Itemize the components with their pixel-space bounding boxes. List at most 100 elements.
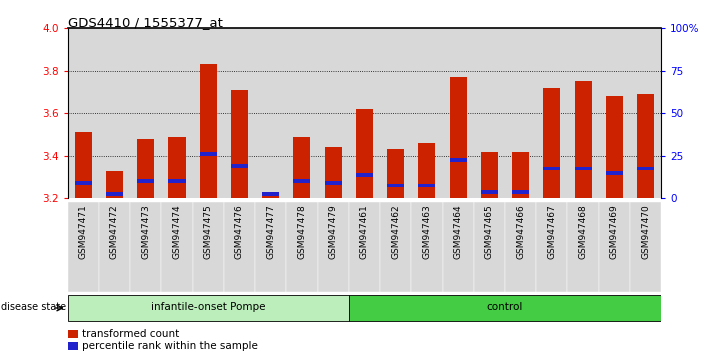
Text: disease state: disease state: [1, 302, 67, 312]
Bar: [262, 192, 279, 196]
Bar: [574, 167, 592, 170]
Bar: [169, 179, 186, 183]
Text: GSM947464: GSM947464: [454, 205, 463, 259]
Bar: [287, 202, 318, 292]
Text: GSM947473: GSM947473: [141, 205, 150, 259]
Bar: [637, 167, 654, 170]
Bar: [567, 28, 599, 198]
Bar: [294, 179, 311, 183]
Bar: [630, 202, 661, 292]
Bar: [99, 202, 130, 292]
Bar: [599, 202, 630, 292]
Bar: [599, 28, 630, 198]
Text: infantile-onset Pompe: infantile-onset Pompe: [151, 302, 265, 313]
Bar: [543, 88, 560, 198]
Bar: [349, 28, 380, 198]
Bar: [193, 202, 224, 292]
Bar: [99, 28, 130, 198]
Text: GSM947461: GSM947461: [360, 205, 369, 259]
Bar: [200, 64, 217, 198]
Bar: [349, 295, 661, 321]
Bar: [474, 28, 505, 198]
Bar: [442, 28, 474, 198]
Text: GSM947471: GSM947471: [79, 205, 87, 259]
Bar: [68, 202, 99, 292]
Bar: [294, 137, 311, 198]
Text: control: control: [487, 302, 523, 313]
Bar: [442, 202, 474, 292]
Bar: [137, 179, 154, 183]
Bar: [193, 28, 224, 198]
Bar: [512, 152, 529, 198]
Bar: [68, 330, 78, 338]
Text: GSM947477: GSM947477: [266, 205, 275, 259]
Bar: [449, 77, 466, 198]
Text: GSM947478: GSM947478: [297, 205, 306, 259]
Text: GSM947466: GSM947466: [516, 205, 525, 259]
Bar: [231, 165, 248, 168]
Bar: [68, 342, 78, 350]
Bar: [318, 28, 349, 198]
Text: GSM947472: GSM947472: [110, 205, 119, 259]
Text: GSM947476: GSM947476: [235, 205, 244, 259]
Text: GSM947463: GSM947463: [422, 205, 432, 259]
Text: GSM947474: GSM947474: [172, 205, 181, 259]
Bar: [418, 143, 435, 198]
Bar: [637, 94, 654, 198]
Bar: [68, 28, 99, 198]
Bar: [356, 173, 373, 177]
Bar: [68, 295, 349, 321]
Bar: [630, 28, 661, 198]
Bar: [137, 139, 154, 198]
Bar: [606, 171, 623, 175]
Bar: [75, 132, 92, 198]
Bar: [474, 202, 505, 292]
Bar: [356, 109, 373, 198]
Bar: [387, 184, 405, 187]
Bar: [505, 28, 536, 198]
Bar: [512, 190, 529, 194]
Bar: [161, 28, 193, 198]
Bar: [481, 152, 498, 198]
Bar: [324, 182, 342, 185]
Bar: [481, 190, 498, 194]
Bar: [543, 167, 560, 170]
Bar: [567, 202, 599, 292]
Bar: [255, 202, 287, 292]
Text: transformed count: transformed count: [82, 329, 180, 339]
Bar: [380, 202, 411, 292]
Bar: [130, 28, 161, 198]
Bar: [449, 158, 466, 162]
Bar: [349, 202, 380, 292]
Text: GSM947479: GSM947479: [328, 205, 338, 259]
Bar: [318, 202, 349, 292]
Bar: [169, 137, 186, 198]
Text: GSM947462: GSM947462: [391, 205, 400, 259]
Text: GSM947467: GSM947467: [547, 205, 557, 259]
Bar: [161, 202, 193, 292]
Bar: [411, 202, 442, 292]
Bar: [106, 171, 123, 198]
Bar: [130, 202, 161, 292]
Bar: [324, 147, 342, 198]
Bar: [255, 28, 287, 198]
Bar: [536, 202, 567, 292]
Bar: [262, 194, 279, 198]
Bar: [536, 28, 567, 198]
Bar: [231, 90, 248, 198]
Bar: [224, 202, 255, 292]
Text: GSM947468: GSM947468: [579, 205, 587, 259]
Bar: [606, 96, 623, 198]
Bar: [505, 202, 536, 292]
Bar: [380, 28, 411, 198]
Bar: [387, 149, 405, 198]
Text: GSM947475: GSM947475: [203, 205, 213, 259]
Text: GDS4410 / 1555377_at: GDS4410 / 1555377_at: [68, 16, 223, 29]
Text: GSM947469: GSM947469: [610, 205, 619, 259]
Text: GSM947470: GSM947470: [641, 205, 650, 259]
Bar: [418, 184, 435, 187]
Bar: [106, 192, 123, 196]
Bar: [75, 182, 92, 185]
Text: GSM947465: GSM947465: [485, 205, 494, 259]
Bar: [411, 28, 442, 198]
